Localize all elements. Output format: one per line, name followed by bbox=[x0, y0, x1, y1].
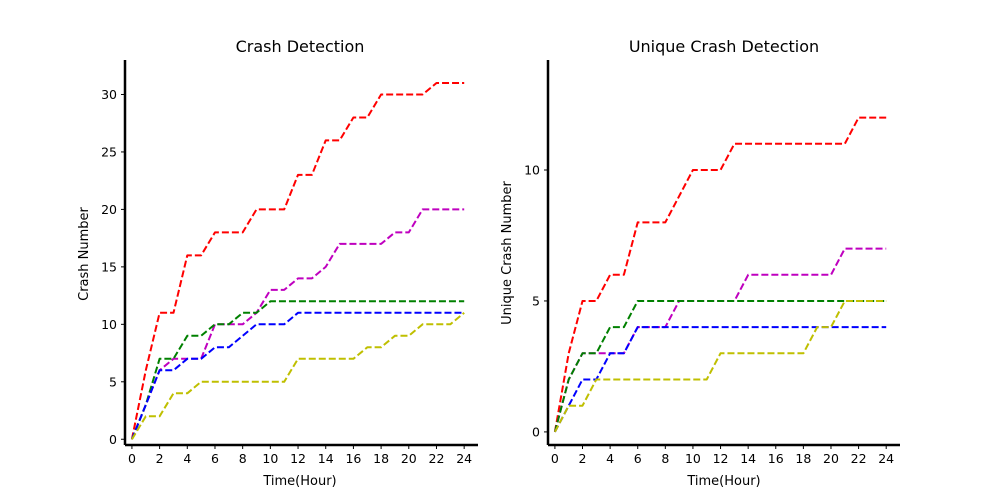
chart-crash-detection: Crash Detection Time(Hour) Crash Number … bbox=[77, 37, 478, 489]
series-line-1 bbox=[130, 82, 465, 440]
x-tick-label: 16 bbox=[345, 451, 361, 466]
series-line-4 bbox=[554, 326, 887, 433]
series-line-1 bbox=[553, 116, 887, 433]
series-line-4 bbox=[130, 311, 465, 440]
x-tick-label: 24 bbox=[878, 451, 894, 466]
y-tick-label: 20 bbox=[101, 202, 117, 217]
x-tick-label: 2 bbox=[579, 451, 587, 466]
chart-title: Crash Detection bbox=[236, 37, 365, 56]
y-tick-label: 5 bbox=[109, 374, 117, 389]
y-tick-label: 0 bbox=[109, 432, 117, 447]
chart-unique-crash-detection: Unique Crash Detection Time(Hour) Unique… bbox=[500, 37, 900, 489]
x-tick-label: 24 bbox=[456, 451, 472, 466]
x-tick-label: 16 bbox=[768, 451, 784, 466]
x-axis-label: Time(Hour) bbox=[686, 474, 760, 489]
y-tick-label: 0 bbox=[532, 424, 540, 439]
y-tick-label: 10 bbox=[101, 317, 117, 332]
y-tick-label: 5 bbox=[532, 293, 540, 308]
y-tick-label: 25 bbox=[101, 144, 117, 159]
x-tick-label: 18 bbox=[373, 451, 389, 466]
y-axis-label: Unique Crash Number bbox=[500, 180, 515, 324]
x-tick-label: 8 bbox=[239, 451, 247, 466]
x-tick-label: 2 bbox=[156, 451, 164, 466]
x-tick-label: 20 bbox=[401, 451, 417, 466]
y-axis-label: Crash Number bbox=[77, 206, 92, 300]
x-tick-label: 14 bbox=[318, 451, 334, 466]
series-group bbox=[130, 82, 465, 440]
x-tick-label: 14 bbox=[740, 451, 756, 466]
series-line-2 bbox=[130, 208, 465, 440]
x-axis-label: Time(Hour) bbox=[262, 474, 336, 489]
x-tick-label: 20 bbox=[823, 451, 839, 466]
chart-title: Unique Crash Detection bbox=[629, 37, 819, 56]
x-tick-label: 10 bbox=[685, 451, 701, 466]
series-line-5 bbox=[554, 300, 887, 433]
x-tick-label: 0 bbox=[551, 451, 559, 466]
x-tick-label: 4 bbox=[606, 451, 614, 466]
x-tick-label: 0 bbox=[128, 451, 136, 466]
x-tick-label: 8 bbox=[661, 451, 669, 466]
x-tick-label: 6 bbox=[634, 451, 642, 466]
x-tick-label: 12 bbox=[713, 451, 729, 466]
x-tick-label: 18 bbox=[795, 451, 811, 466]
y-tick-label: 10 bbox=[524, 163, 540, 178]
x-tick-label: 4 bbox=[183, 451, 191, 466]
x-tick-label: 22 bbox=[851, 451, 867, 466]
series-group bbox=[553, 116, 887, 433]
series-line-2 bbox=[553, 247, 887, 433]
y-tick-label: 15 bbox=[101, 259, 117, 274]
x-tick-label: 10 bbox=[262, 451, 278, 466]
series-line-5 bbox=[131, 312, 465, 440]
x-tick-label: 22 bbox=[429, 451, 445, 466]
series-line-3 bbox=[553, 300, 887, 433]
series-line-3 bbox=[130, 300, 465, 440]
y-tick-label: 30 bbox=[101, 87, 117, 102]
x-tick-label: 12 bbox=[290, 451, 306, 466]
x-tick-label: 6 bbox=[211, 451, 219, 466]
